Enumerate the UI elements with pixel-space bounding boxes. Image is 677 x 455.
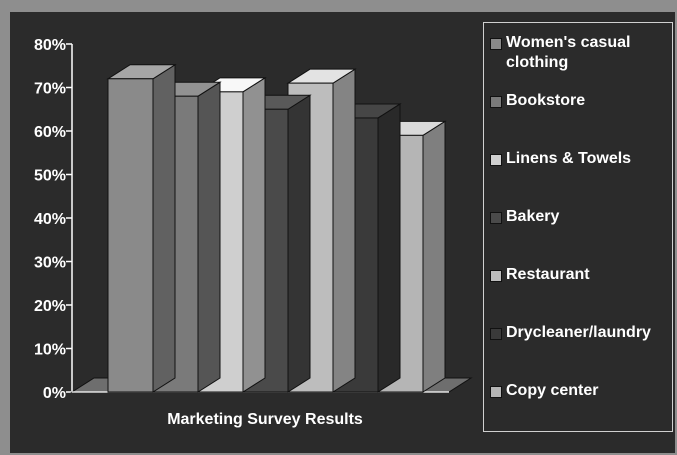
legend-item: Bakery (490, 207, 670, 227)
legend-label: Linens & Towels (506, 150, 632, 167)
bar-side (332, 68, 356, 393)
legend-swatch (490, 328, 502, 340)
legend-item: Women's casual clothing (490, 33, 670, 73)
legend-swatch (490, 154, 502, 166)
legend-swatch (490, 38, 502, 50)
legend-swatch (490, 212, 502, 224)
y-axis-ticks: 0% 10% 20% 30% 40% 50% 60% 70% 80% (34, 37, 72, 402)
bar-side (422, 120, 446, 393)
y-tick-label: 60% (34, 124, 66, 141)
legend: Women's casual clothing Bookstore Linens &… (483, 22, 673, 432)
legend-label: Restaurant (506, 266, 590, 283)
legend-item: Copy center (490, 381, 670, 401)
y-tick-label: 50% (34, 168, 66, 185)
x-axis-title: Marketing Survey Results (167, 411, 363, 428)
bar-side (242, 76, 266, 393)
legend-label: Bookstore (506, 92, 586, 109)
y-tick-label: 0% (43, 385, 66, 402)
y-tick-label: 80% (34, 37, 66, 54)
y-tick-label: 10% (34, 342, 66, 359)
legend-label: Copy center (506, 382, 599, 399)
bar-1 (106, 63, 177, 393)
legend-item: Linens & Towels (490, 149, 670, 169)
y-tick-label: 20% (34, 298, 66, 315)
legend-swatch (490, 270, 502, 282)
legend-label: Bakery (506, 208, 560, 225)
bars-group (70, 63, 473, 393)
legend-swatch (490, 386, 502, 398)
bar-side (197, 81, 221, 393)
legend-label: Drycleaner/laundry (506, 324, 651, 341)
legend-label: Women's casual clothing (506, 34, 631, 71)
bar-side (152, 63, 176, 393)
y-tick-label: 70% (34, 81, 66, 98)
bar-front (107, 78, 154, 393)
legend-item: Bookstore (490, 91, 670, 111)
legend-item: Restaurant (490, 265, 670, 285)
legend-item: Drycleaner/laundry (490, 323, 670, 343)
y-tick-label: 40% (34, 211, 66, 228)
bar-side (287, 94, 311, 393)
legend-swatch (490, 96, 502, 108)
y-tick-label: 30% (34, 255, 66, 272)
bar-side (377, 103, 401, 393)
